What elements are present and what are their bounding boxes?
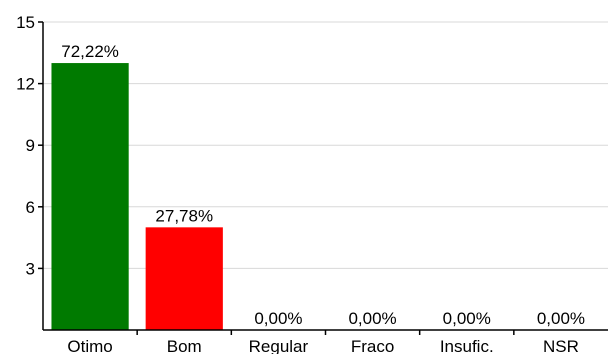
data-label: 0,00% xyxy=(348,309,396,328)
x-tick-label: NSR xyxy=(543,337,579,354)
data-label: 72,22% xyxy=(61,42,119,61)
x-tick-label: Fraco xyxy=(351,337,394,354)
bar xyxy=(145,227,223,330)
data-label: 0,00% xyxy=(254,309,302,328)
y-tick-labels: 3 6 9 12 15 xyxy=(16,13,35,278)
data-label: 0,00% xyxy=(443,309,491,328)
x-tick-labels: Otimo Bom Regular Fraco Insufic. NSR xyxy=(67,337,578,354)
axes xyxy=(38,21,608,335)
x-tick-label: Insufic. xyxy=(440,337,494,354)
y-tick-label: 15 xyxy=(16,13,35,32)
y-tick-label: 9 xyxy=(26,136,35,155)
data-labels: 72,22% 27,78% 0,00% 0,00% 0,00% 0,00% xyxy=(61,42,585,328)
x-tick-label: Bom xyxy=(167,337,202,354)
bars xyxy=(51,63,223,331)
y-tick-label: 3 xyxy=(26,259,35,278)
data-label: 0,00% xyxy=(537,309,585,328)
bar xyxy=(51,63,129,331)
y-tick-label: 6 xyxy=(26,198,35,217)
data-label: 27,78% xyxy=(155,206,213,225)
x-tick-label: Regular xyxy=(249,337,309,354)
x-tick-label: Otimo xyxy=(67,337,112,354)
y-tick-label: 12 xyxy=(16,75,35,94)
grid-lines xyxy=(43,21,608,269)
